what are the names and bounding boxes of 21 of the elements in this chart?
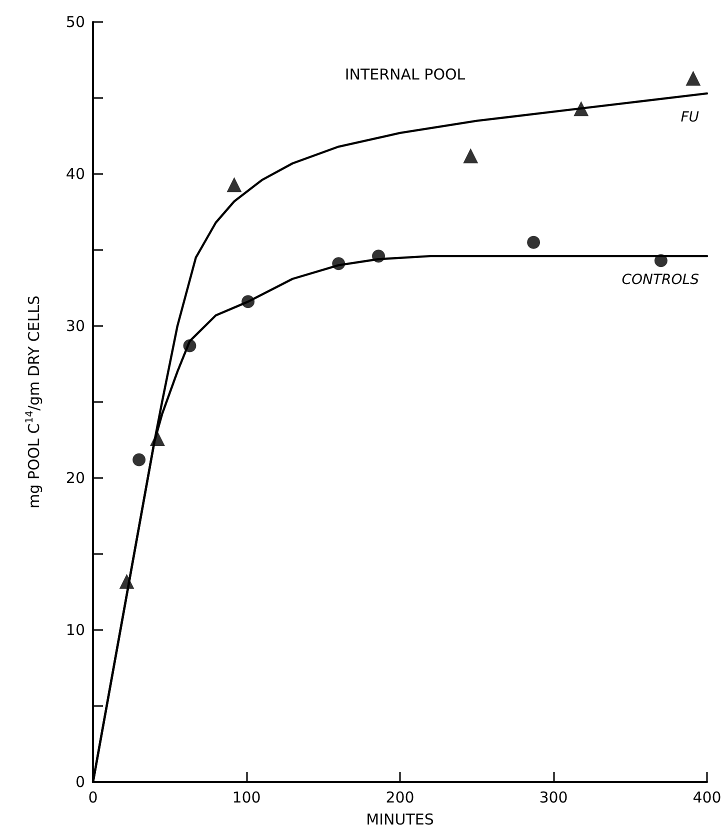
x-tick-label: 0 [88,788,98,806]
x-tick-label: 200 [386,788,414,806]
x-axis-title: MINUTES [366,810,434,828]
point [226,177,242,192]
y-tick-label: 20 [66,469,85,487]
y-tick-label: 30 [66,317,85,335]
x-tick-label: 100 [232,788,261,806]
text: INTERNAL POOL [344,66,466,84]
y-tick-label: 10 [66,621,85,639]
point [686,70,701,86]
y-tick-label: 40 [66,165,85,183]
series-label: FU [680,109,699,126]
point [132,453,146,466]
y-tick-label: 0 [75,773,85,791]
x-tick-label: 400 [692,788,722,806]
x-tick-label: 300 [539,788,568,806]
point [463,148,478,164]
point [527,236,540,249]
series-label: CONTROLS [622,272,700,288]
y-axis-title: mg POOL C14/gm DRY CELLS [24,296,43,508]
y-tick-label: 50 [66,13,85,31]
